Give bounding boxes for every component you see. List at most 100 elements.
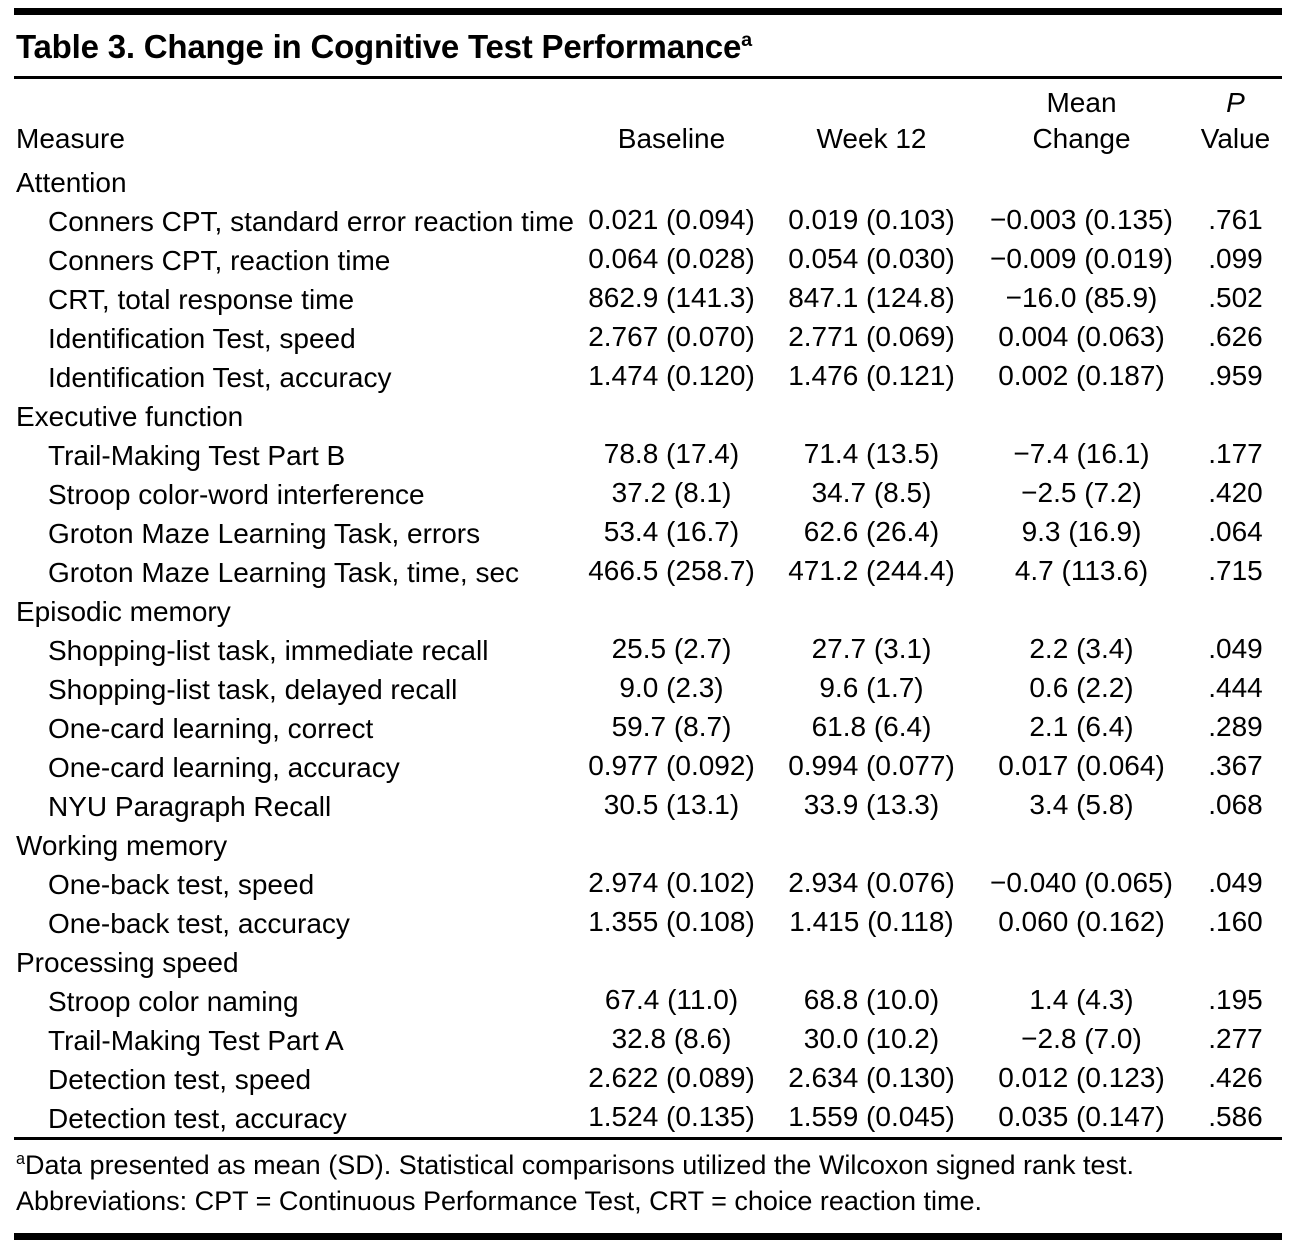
table-row: Trail-Making Test Part B 78.8 (17.4) 71.4 … xyxy=(14,435,1282,474)
cell-baseline: 32.8 (8.6) xyxy=(611,1023,732,1054)
cell-mean-change: 2.1 (6.4) xyxy=(1029,711,1134,742)
table-row: Trail-Making Test Part A 32.8 (8.6) 30.0 (… xyxy=(14,1020,1282,1059)
cell-baseline: 67.4 (11.0) xyxy=(604,984,739,1015)
cell-p-value: .160 xyxy=(1208,906,1263,937)
cell-week12: 34.7 (8.5) xyxy=(811,477,932,508)
cell-measure: One-back test, speed xyxy=(48,869,315,900)
table-row: Identification Test, speed 2.767 (0.070) 2… xyxy=(14,318,1282,357)
section-header-row: Processing speed xyxy=(14,942,1282,981)
cell-mean-change: 3.4 (5.8) xyxy=(1029,789,1134,820)
cell-mean-change: 1.4 (4.3) xyxy=(1029,984,1134,1015)
cell-baseline: 1.474 (0.120) xyxy=(588,360,755,391)
cell-p-value: .177 xyxy=(1208,438,1263,469)
cell-p-value: .277 xyxy=(1208,1023,1263,1054)
section-label: Executive function xyxy=(16,401,244,432)
cell-baseline: 30.5 (13.1) xyxy=(603,789,740,820)
cell-p-value: .626 xyxy=(1208,321,1263,352)
header-row: Measure Baseline Week 12 Mean Change P V… xyxy=(14,79,1282,162)
cell-measure: NYU Paragraph Recall xyxy=(48,791,332,822)
table-row: One-back test, speed 2.974 (0.102) 2.934 (… xyxy=(14,864,1282,903)
table-row: Conners CPT, reaction time 0.064 (0.028) 0… xyxy=(14,240,1282,279)
cell-week12: 61.8 (6.4) xyxy=(811,711,932,742)
cell-p-value: .068 xyxy=(1208,789,1263,820)
cell-week12: 0.019 (0.103) xyxy=(788,204,955,235)
cell-mean-change: 0.004 (0.063) xyxy=(998,321,1165,352)
section-label: Working memory xyxy=(16,830,228,861)
cell-baseline: 466.5 (258.7) xyxy=(588,555,755,586)
cell-week12: 71.4 (13.5) xyxy=(803,438,940,469)
cell-mean-change: −7.4 (16.1) xyxy=(1013,438,1150,469)
cell-baseline: 78.8 (17.4) xyxy=(603,438,740,469)
table-row: Groton Maze Learning Task, time, sec 466.… xyxy=(14,552,1282,591)
cell-week12: 68.8 (10.0) xyxy=(803,984,940,1015)
cell-week12: 62.6 (26.4) xyxy=(803,516,940,547)
section-label: Episodic memory xyxy=(16,596,231,627)
column-header-mean-change-line1: Mean xyxy=(1046,87,1117,118)
section-header-row: Working memory xyxy=(14,825,1282,864)
cell-baseline: 0.977 (0.092) xyxy=(588,750,755,781)
cell-measure: Trail-Making Test Part A xyxy=(48,1025,344,1056)
cell-p-value: .195 xyxy=(1208,984,1263,1015)
table-row: Detection test, accuracy 1.524 (0.135) 1.5… xyxy=(14,1098,1282,1137)
cell-p-value: .049 xyxy=(1208,867,1263,898)
cell-week12: 1.415 (0.118) xyxy=(789,906,954,937)
table-title: Table 3. Change in Cognitive Test Perfor… xyxy=(16,28,1282,66)
cell-mean-change: 0.060 (0.162) xyxy=(998,906,1165,937)
cell-mean-change: 0.017 (0.064) xyxy=(998,750,1165,781)
cell-week12: 27.7 (3.1) xyxy=(811,633,932,664)
cell-mean-change: −2.8 (7.0) xyxy=(1021,1023,1142,1054)
table-row: Stroop color-word interference 37.2 (8.1)… xyxy=(14,474,1282,513)
cell-mean-change: 9.3 (16.9) xyxy=(1021,516,1142,547)
footnotes: aData presented as mean (SD). Statistica… xyxy=(16,1147,1282,1219)
cell-measure: Shopping-list task, delayed recall xyxy=(48,674,458,705)
table-row: Conners CPT, standard error reaction tim… xyxy=(14,201,1282,240)
cell-baseline: 37.2 (8.1) xyxy=(611,477,732,508)
cell-p-value: .586 xyxy=(1208,1101,1263,1132)
table-row: One-card learning, correct 59.7 (8.7) 61.8… xyxy=(14,708,1282,747)
column-header-measure: Measure xyxy=(16,123,125,154)
table-row: Identification Test, accuracy 1.474 (0.12… xyxy=(14,357,1282,396)
cell-baseline: 2.767 (0.070) xyxy=(588,321,755,352)
cell-p-value: .715 xyxy=(1208,555,1263,586)
cell-p-value: .049 xyxy=(1208,633,1263,664)
cell-week12: 847.1 (124.8) xyxy=(788,282,955,313)
cell-week12: 1.559 (0.045) xyxy=(788,1101,955,1132)
cell-week12: 2.934 (0.076) xyxy=(788,867,955,898)
cell-baseline: 9.0 (2.3) xyxy=(619,672,724,703)
table-header: Measure Baseline Week 12 Mean Change P V… xyxy=(14,79,1282,162)
cell-measure: Identification Test, speed xyxy=(48,323,356,354)
cell-mean-change: −16.0 (85.9) xyxy=(1005,282,1158,313)
cell-mean-change: 4.7 (113.6) xyxy=(1014,555,1149,586)
cell-measure: Identification Test, accuracy xyxy=(48,362,392,393)
column-header-mean-change-line2: Change xyxy=(1032,123,1131,154)
cell-p-value: .959 xyxy=(1208,360,1263,391)
cell-week12: 0.994 (0.077) xyxy=(788,750,955,781)
cell-mean-change: 0.6 (2.2) xyxy=(1029,672,1134,703)
column-header-mean-change: Mean Change xyxy=(974,79,1189,162)
cell-measure: One-card learning, correct xyxy=(48,713,374,744)
footnote-superscript-a: a xyxy=(16,1150,26,1168)
cell-week12: 471.2 (244.4) xyxy=(788,555,955,586)
cell-week12: 9.6 (1.7) xyxy=(819,672,924,703)
cell-measure: Groton Maze Learning Task, time, sec xyxy=(48,557,520,588)
section-header-row: Executive function xyxy=(14,396,1282,435)
cell-p-value: .761 xyxy=(1208,204,1263,235)
cell-mean-change: 2.2 (3.4) xyxy=(1029,633,1134,664)
cell-week12: 2.771 (0.069) xyxy=(788,321,955,352)
table-row: Stroop color naming 67.4 (11.0) 68.8 (10.0… xyxy=(14,981,1282,1020)
cell-measure: Groton Maze Learning Task, errors xyxy=(48,518,481,549)
table-row: Groton Maze Learning Task, errors 53.4 (1… xyxy=(14,513,1282,552)
table-row: NYU Paragraph Recall 30.5 (13.1) 33.9 (13.… xyxy=(14,786,1282,825)
cell-measure: Conners CPT, standard error reaction tim… xyxy=(48,206,574,237)
cell-baseline: 53.4 (16.7) xyxy=(603,516,740,547)
table-row: One-card learning, accuracy 0.977 (0.092)… xyxy=(14,747,1282,786)
cell-p-value: .064 xyxy=(1208,516,1263,547)
cell-baseline: 2.974 (0.102) xyxy=(588,867,755,898)
cell-p-value: .099 xyxy=(1208,243,1263,274)
table-body: Attention Conners CPT, standard error rea… xyxy=(14,162,1282,1137)
cell-p-value: .444 xyxy=(1208,672,1263,703)
cognitive-test-table: Measure Baseline Week 12 Mean Change P V… xyxy=(14,79,1282,1137)
cell-week12: 1.476 (0.121) xyxy=(788,360,955,391)
cell-p-value: .502 xyxy=(1208,282,1263,313)
